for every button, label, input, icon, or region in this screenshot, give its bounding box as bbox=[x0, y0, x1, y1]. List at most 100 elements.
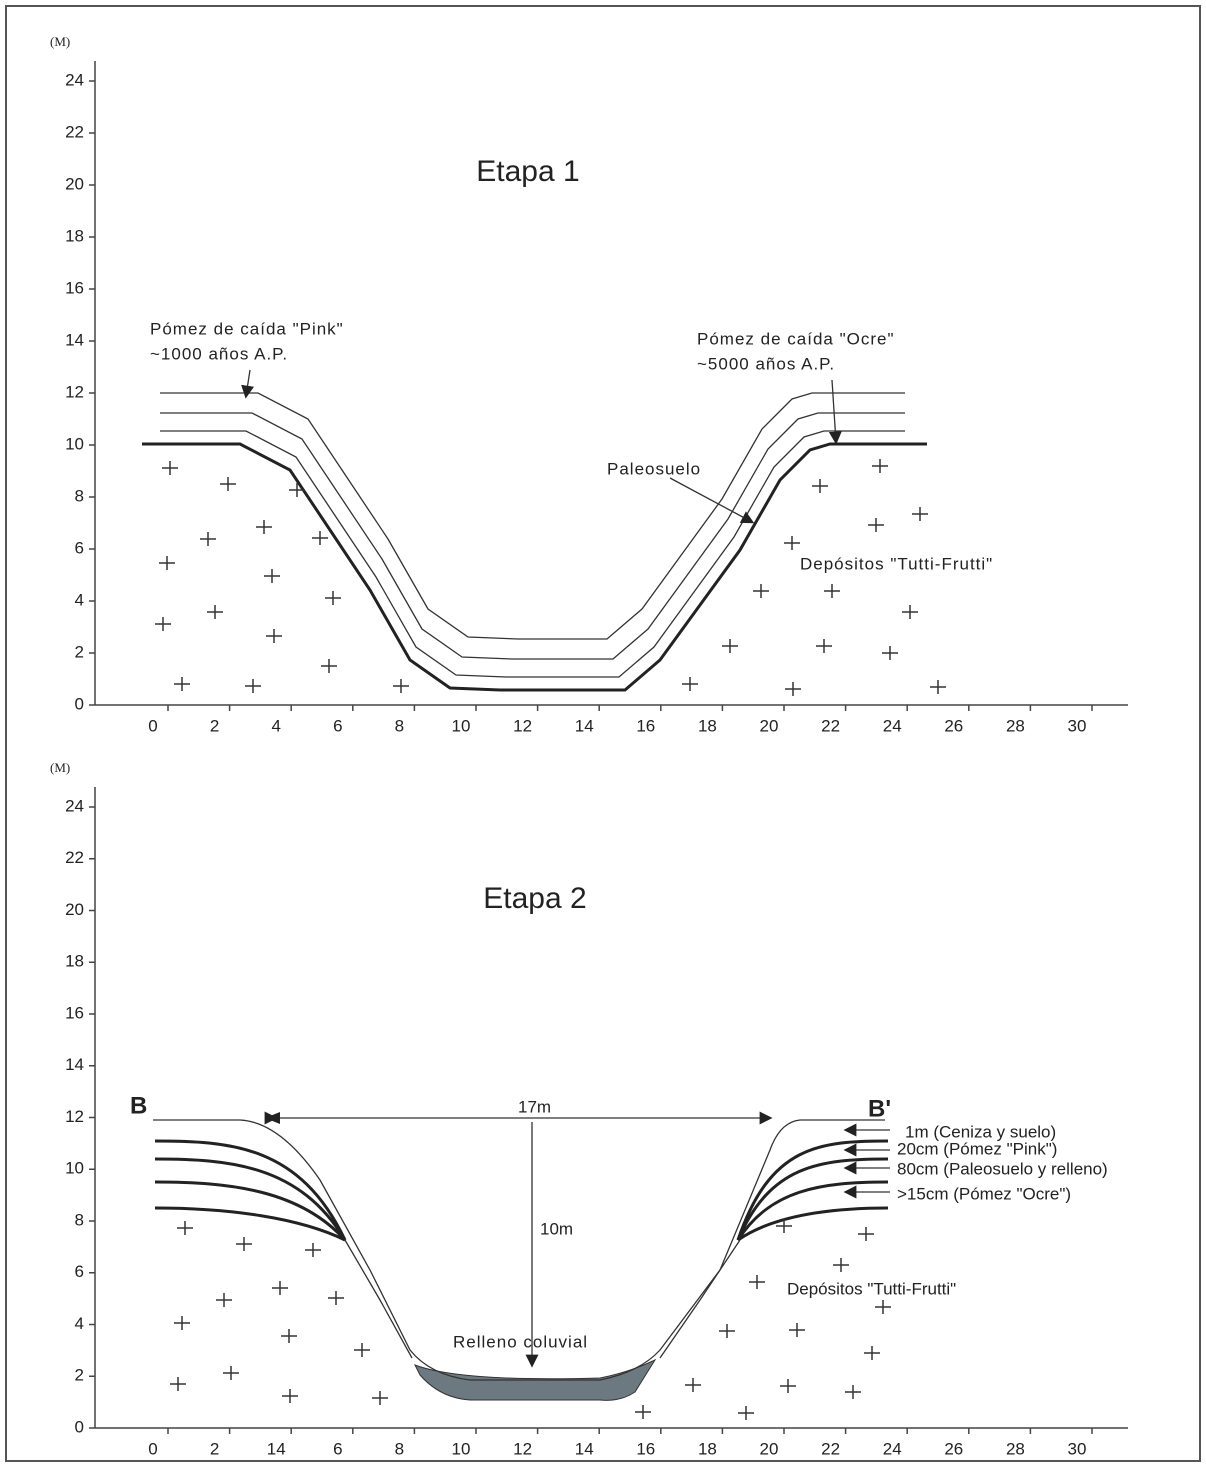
axis-unit: (M) bbox=[50, 34, 70, 49]
y-tick-label: 18 bbox=[65, 226, 84, 245]
cross bbox=[174, 1316, 190, 1330]
paleosol-line bbox=[142, 442, 927, 692]
x-tick-label: 2 bbox=[210, 1439, 219, 1458]
surface bbox=[153, 1119, 885, 1381]
y-tick-label: 8 bbox=[75, 486, 84, 505]
cross bbox=[325, 591, 341, 605]
cross bbox=[833, 1258, 849, 1272]
x-tick-label: 18 bbox=[698, 1439, 717, 1458]
cross bbox=[372, 1391, 388, 1405]
cross bbox=[245, 679, 261, 693]
layer-left bbox=[154, 1206, 346, 1242]
y-tick-label: 0 bbox=[75, 1417, 84, 1436]
annotation: Pómez de caída "Ocre" bbox=[697, 329, 894, 348]
arrow bbox=[669, 477, 755, 524]
x-tick-label: 30 bbox=[1068, 716, 1087, 735]
layer-right bbox=[737, 1206, 889, 1242]
cross bbox=[223, 1366, 239, 1380]
annotation: 17m bbox=[518, 1097, 551, 1116]
x-tick-label: 14 bbox=[575, 1439, 594, 1458]
x-tick-label: 22 bbox=[821, 716, 840, 735]
cross bbox=[719, 1324, 735, 1338]
cross bbox=[845, 1385, 861, 1399]
layer-left bbox=[154, 1180, 347, 1242]
x-tick-label: 18 bbox=[698, 716, 717, 735]
cross bbox=[816, 639, 832, 653]
cross bbox=[305, 1243, 321, 1257]
layer-right bbox=[736, 1139, 889, 1241]
x-tick-label: 10 bbox=[452, 1439, 471, 1458]
cross bbox=[281, 1329, 297, 1343]
cross bbox=[354, 1343, 370, 1357]
cross bbox=[177, 1221, 193, 1235]
x-tick-label: 10 bbox=[452, 716, 471, 735]
cross bbox=[785, 682, 801, 696]
annotation: ~1000 años A.P. bbox=[150, 344, 288, 363]
annotation: 10m bbox=[540, 1219, 573, 1238]
cross bbox=[784, 536, 800, 550]
panel-title: Etapa 1 bbox=[476, 155, 579, 188]
annotation: Depósitos "Tutti-Frutti" bbox=[787, 1279, 956, 1298]
y-tick-label: 22 bbox=[65, 848, 84, 867]
axis-unit: (M) bbox=[50, 760, 70, 775]
y-tick-label: 12 bbox=[65, 382, 84, 401]
x-tick-label: 2 bbox=[210, 716, 219, 735]
cross bbox=[722, 639, 738, 653]
x-tick-label: 22 bbox=[821, 1439, 840, 1458]
dimension-start bbox=[265, 1112, 280, 1124]
annotation: Paleosuelo bbox=[607, 459, 701, 478]
cross bbox=[162, 461, 178, 475]
cross bbox=[236, 1237, 252, 1251]
x-tick-label: 16 bbox=[636, 1439, 655, 1458]
layer-left bbox=[154, 1139, 347, 1241]
y-tick-label: 14 bbox=[65, 1055, 84, 1074]
x-tick-label: 26 bbox=[944, 1439, 963, 1458]
cross bbox=[753, 584, 769, 598]
cross bbox=[312, 531, 328, 545]
cross bbox=[812, 479, 828, 493]
x-tick-label: 14 bbox=[575, 716, 594, 735]
cross bbox=[875, 1300, 891, 1314]
pumice-layer bbox=[160, 412, 905, 660]
x-tick-label: 26 bbox=[944, 716, 963, 735]
x-tick-label: 0 bbox=[148, 1439, 157, 1458]
layer-left bbox=[154, 1157, 347, 1241]
x-tick-label: 24 bbox=[883, 716, 902, 735]
y-tick-label: 18 bbox=[65, 952, 84, 971]
cross bbox=[749, 1275, 765, 1289]
y-tick-label: 8 bbox=[75, 1210, 84, 1229]
cross bbox=[635, 1405, 651, 1419]
cross bbox=[174, 677, 190, 691]
y-tick-label: 10 bbox=[65, 1159, 84, 1178]
cross bbox=[220, 477, 236, 491]
cross bbox=[207, 605, 223, 619]
x-tick-label: 30 bbox=[1068, 1439, 1087, 1458]
cross bbox=[789, 1323, 805, 1337]
cross bbox=[776, 1219, 792, 1233]
y-tick-label: 24 bbox=[65, 796, 84, 815]
cross bbox=[328, 1291, 344, 1305]
cross bbox=[930, 680, 946, 694]
annotation: Depósitos "Tutti-Frutti" bbox=[800, 554, 993, 573]
x-tick-label: 6 bbox=[333, 1439, 342, 1458]
annotation: Pómez de caída "Pink" bbox=[150, 319, 344, 338]
annotation: 80cm (Paleosuelo y relleno) bbox=[897, 1159, 1108, 1178]
x-tick-label: 4 bbox=[271, 716, 280, 735]
cross bbox=[256, 520, 272, 534]
annotation: >15cm (Pómez "Ocre") bbox=[897, 1184, 1071, 1203]
y-tick-label: 4 bbox=[75, 1314, 84, 1333]
layer-right bbox=[736, 1180, 889, 1241]
y-tick-label: 2 bbox=[75, 642, 84, 661]
cross bbox=[858, 1227, 874, 1241]
cross bbox=[264, 569, 280, 583]
x-tick-label: 12 bbox=[513, 1439, 532, 1458]
y-tick-label: 16 bbox=[65, 1003, 84, 1022]
cross bbox=[872, 459, 888, 473]
x-tick-label: 6 bbox=[333, 716, 342, 735]
x-tick-label: 8 bbox=[395, 1439, 404, 1458]
x-tick-label: 16 bbox=[636, 716, 655, 735]
y-tick-label: 6 bbox=[75, 1262, 84, 1281]
cross bbox=[780, 1379, 796, 1393]
cross bbox=[393, 679, 409, 693]
cross bbox=[824, 584, 840, 598]
